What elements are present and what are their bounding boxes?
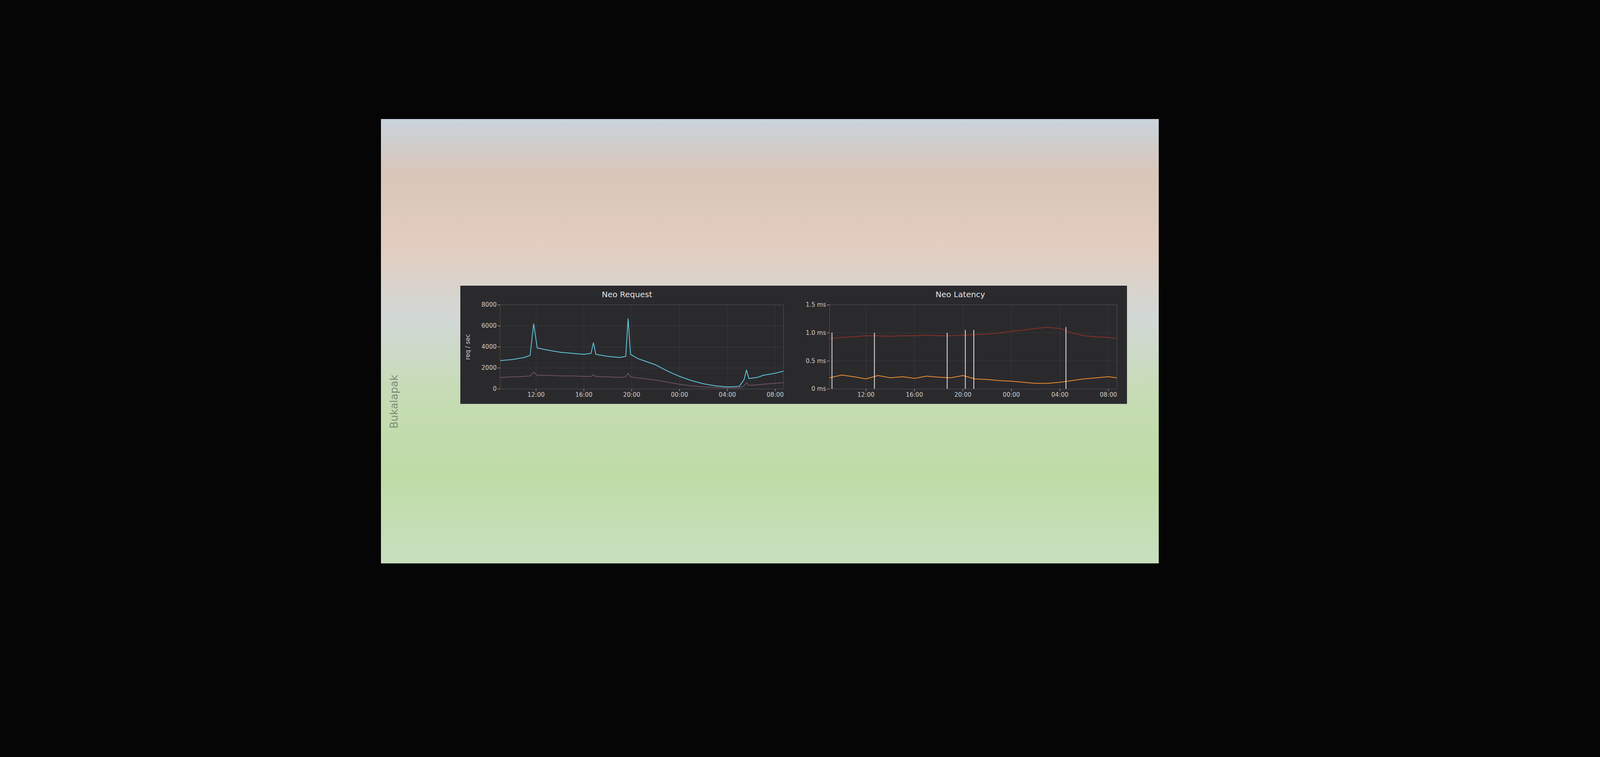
- svg-text:12:00: 12:00: [527, 391, 545, 399]
- svg-text:12:00: 12:00: [857, 391, 875, 399]
- svg-text:2000: 2000: [481, 364, 497, 372]
- html-text:Bukalapak: Bukalapak: [388, 374, 400, 429]
- svg-text:20:00: 20:00: [623, 391, 641, 399]
- svg-text:00:00: 00:00: [671, 391, 689, 399]
- svg-text:04:00: 04:00: [718, 391, 736, 399]
- svg-text:08:00: 08:00: [1099, 391, 1117, 399]
- html-text:Neo Latency: Neo Latency: [935, 289, 986, 300]
- svg-text:00:00: 00:00: [1002, 391, 1020, 399]
- svg-text:08:00: 08:00: [766, 391, 784, 399]
- svg-text:0: 0: [492, 385, 497, 393]
- svg-text:16:00: 16:00: [905, 391, 924, 399]
- svg-text:0.5 ms: 0.5 ms: [805, 357, 826, 365]
- svg-text:8000: 8000: [481, 301, 497, 309]
- svg-text:1.5 ms: 1.5 ms: [805, 301, 826, 309]
- svg-text:0 ms: 0 ms: [811, 385, 827, 393]
- svg-text:04:00: 04:00: [1051, 391, 1069, 399]
- svg-text:req / sec: req / sec: [464, 334, 472, 360]
- svg-text:1.0 ms: 1.0 ms: [805, 329, 826, 337]
- svg-text:20:00: 20:00: [954, 391, 972, 399]
- svg-text:16:00: 16:00: [575, 391, 593, 399]
- svg-text:6000: 6000: [481, 322, 497, 330]
- svg-text:4000: 4000: [481, 343, 497, 351]
- html-text:Neo Request: Neo Request: [601, 289, 653, 300]
